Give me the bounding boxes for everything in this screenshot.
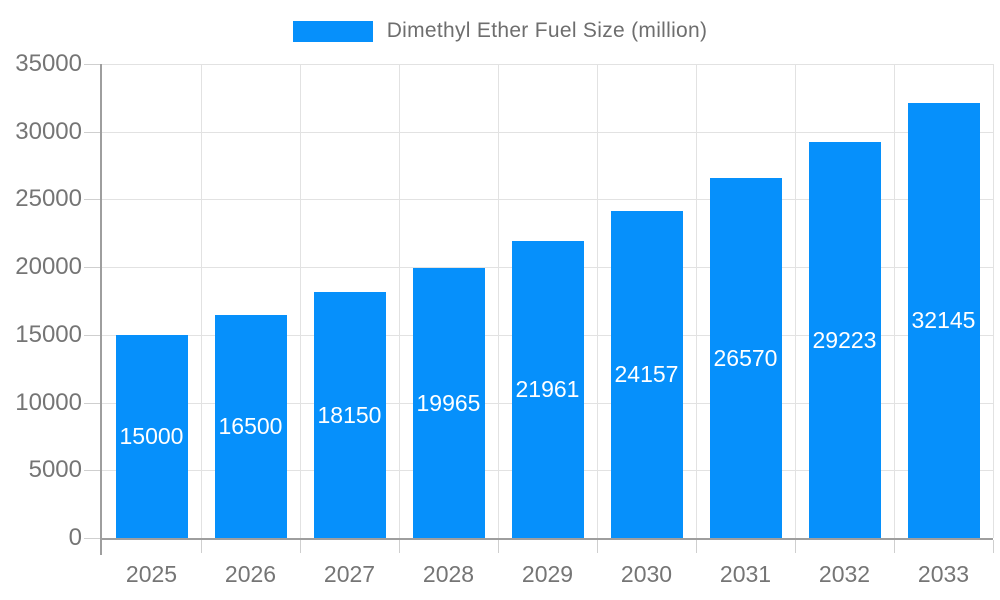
x-axis-label: 2026 bbox=[224, 561, 277, 587]
x-axis-tick bbox=[795, 540, 796, 553]
x-gridline bbox=[498, 64, 499, 538]
x-gridline bbox=[201, 64, 202, 538]
y-axis-label: 10000 bbox=[15, 388, 82, 416]
y-axis-tick bbox=[84, 199, 102, 201]
legend-swatch bbox=[292, 20, 373, 42]
x-axis-tick bbox=[597, 540, 598, 553]
bar[interactable] bbox=[610, 210, 683, 538]
x-gridline bbox=[399, 64, 400, 538]
x-axis-label: 2031 bbox=[719, 561, 772, 587]
y-axis-label: 5000 bbox=[28, 456, 82, 484]
bar[interactable] bbox=[115, 334, 188, 538]
x-axis-tick bbox=[696, 540, 697, 553]
y-axis-label: 25000 bbox=[15, 185, 82, 213]
bar-value-label: 15000 bbox=[119, 423, 184, 450]
bar[interactable] bbox=[412, 267, 485, 538]
x-axis-label: 2029 bbox=[521, 561, 574, 587]
legend-label: Dimethyl Ether Fuel Size (million) bbox=[386, 19, 708, 42]
y-axis-tick bbox=[84, 334, 102, 336]
y-axis-tick bbox=[84, 267, 102, 269]
x-axis-label: 2028 bbox=[422, 561, 475, 587]
y-axis-label: 35000 bbox=[15, 50, 82, 77]
bar-value-label: 16500 bbox=[218, 413, 283, 440]
x-axis-tick bbox=[993, 540, 994, 553]
y-axis-tick bbox=[84, 64, 102, 65]
y-axis-tick bbox=[84, 538, 102, 539]
x-gridline bbox=[300, 64, 301, 538]
bar-value-label: 19965 bbox=[416, 389, 481, 416]
bar[interactable] bbox=[709, 178, 782, 538]
x-gridline bbox=[696, 64, 697, 538]
bar-value-label: 29223 bbox=[812, 327, 877, 354]
y-axis-label: 15000 bbox=[15, 320, 82, 348]
x-axis-tick bbox=[894, 540, 895, 553]
x-axis-line bbox=[100, 538, 993, 540]
x-axis-tick bbox=[201, 540, 202, 553]
x-axis-label: 2033 bbox=[917, 561, 970, 587]
x-axis-tick bbox=[399, 540, 400, 553]
bar-value-label: 21961 bbox=[515, 376, 580, 403]
x-gridline bbox=[597, 64, 598, 538]
y-axis-label: 30000 bbox=[15, 117, 82, 145]
bar[interactable] bbox=[808, 142, 881, 538]
y-axis-tick bbox=[84, 131, 102, 133]
y-axis-tick bbox=[84, 402, 102, 404]
y-axis-tick bbox=[84, 470, 102, 472]
x-gridline bbox=[795, 64, 796, 538]
x-gridline bbox=[993, 64, 994, 538]
x-axis-label: 2025 bbox=[125, 561, 178, 587]
x-axis-label: 2027 bbox=[323, 561, 376, 587]
bar[interactable] bbox=[511, 240, 584, 538]
y-gridline bbox=[102, 64, 993, 65]
y-axis-label: 20000 bbox=[15, 253, 82, 281]
y-gridline bbox=[102, 199, 993, 201]
bar[interactable] bbox=[907, 102, 980, 538]
x-axis-tick bbox=[300, 540, 301, 553]
x-gridline bbox=[894, 64, 895, 538]
bar-value-label: 32145 bbox=[911, 307, 976, 334]
y-axis-label: 0 bbox=[68, 524, 82, 551]
x-axis-tick bbox=[498, 540, 499, 553]
x-axis-label: 2030 bbox=[620, 561, 673, 587]
y-gridline bbox=[102, 131, 993, 133]
y-axis-line bbox=[100, 64, 102, 555]
x-axis-label: 2032 bbox=[818, 561, 871, 587]
legend[interactable]: Dimethyl Ether Fuel Size (million) bbox=[0, 19, 1000, 43]
bar[interactable] bbox=[313, 292, 386, 538]
bar[interactable] bbox=[214, 314, 287, 538]
bar-value-label: 26570 bbox=[713, 345, 778, 372]
bar-value-label: 24157 bbox=[614, 361, 679, 388]
bar-value-label: 18150 bbox=[317, 402, 382, 429]
